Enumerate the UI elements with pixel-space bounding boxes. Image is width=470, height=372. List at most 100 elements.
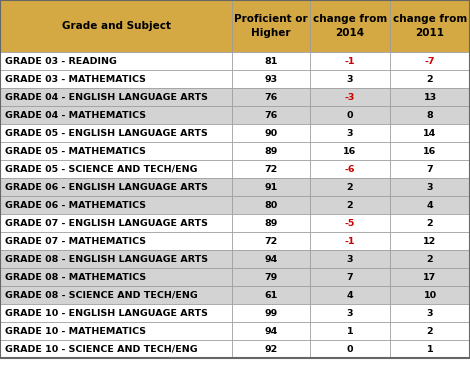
- Bar: [232, 0, 310, 52]
- Bar: [310, 0, 390, 52]
- Bar: [310, 268, 390, 286]
- Bar: [0, 160, 232, 178]
- Bar: [232, 250, 310, 268]
- Text: GRADE 10 - ENGLISH LANGUAGE ARTS: GRADE 10 - ENGLISH LANGUAGE ARTS: [5, 308, 208, 317]
- Bar: [0, 0, 232, 52]
- Text: 3: 3: [347, 254, 353, 263]
- Text: 81: 81: [264, 57, 278, 65]
- Bar: [0, 214, 232, 232]
- Bar: [310, 106, 390, 124]
- Text: GRADE 03 - READING: GRADE 03 - READING: [5, 57, 117, 65]
- Bar: [390, 250, 470, 268]
- Bar: [0, 88, 232, 106]
- Bar: [310, 214, 390, 232]
- Bar: [0, 124, 232, 142]
- Text: 2: 2: [427, 327, 433, 336]
- Bar: [0, 142, 232, 160]
- Bar: [232, 52, 310, 70]
- Bar: [232, 286, 310, 304]
- Text: 94: 94: [264, 254, 278, 263]
- Text: -3: -3: [345, 93, 355, 102]
- Bar: [390, 160, 470, 178]
- Text: GRADE 06 - MATHEMATICS: GRADE 06 - MATHEMATICS: [5, 201, 146, 209]
- Bar: [390, 268, 470, 286]
- Bar: [232, 88, 310, 106]
- Text: GRADE 05 - SCIENCE AND TECH/ENG: GRADE 05 - SCIENCE AND TECH/ENG: [5, 164, 197, 173]
- Text: 3: 3: [427, 183, 433, 192]
- Bar: [232, 232, 310, 250]
- Text: 12: 12: [423, 237, 437, 246]
- Bar: [0, 178, 232, 196]
- Text: 89: 89: [264, 147, 278, 155]
- Text: GRADE 03 - MATHEMATICS: GRADE 03 - MATHEMATICS: [5, 74, 146, 83]
- Text: GRADE 08 - SCIENCE AND TECH/ENG: GRADE 08 - SCIENCE AND TECH/ENG: [5, 291, 198, 299]
- Text: 72: 72: [264, 164, 278, 173]
- Text: -1: -1: [345, 237, 355, 246]
- Text: 2: 2: [347, 183, 353, 192]
- Bar: [390, 214, 470, 232]
- Bar: [390, 70, 470, 88]
- Bar: [0, 322, 232, 340]
- Bar: [310, 160, 390, 178]
- Bar: [0, 304, 232, 322]
- Text: 99: 99: [264, 308, 278, 317]
- Text: 0: 0: [347, 110, 353, 119]
- Bar: [0, 286, 232, 304]
- Bar: [0, 196, 232, 214]
- Bar: [390, 232, 470, 250]
- Bar: [390, 322, 470, 340]
- Bar: [390, 52, 470, 70]
- Text: 80: 80: [264, 201, 278, 209]
- Bar: [232, 340, 310, 358]
- Bar: [232, 214, 310, 232]
- Text: 2: 2: [427, 74, 433, 83]
- Bar: [390, 304, 470, 322]
- Bar: [310, 232, 390, 250]
- Text: -7: -7: [425, 57, 435, 65]
- Bar: [0, 340, 232, 358]
- Bar: [390, 106, 470, 124]
- Text: 3: 3: [347, 308, 353, 317]
- Text: GRADE 07 - ENGLISH LANGUAGE ARTS: GRADE 07 - ENGLISH LANGUAGE ARTS: [5, 218, 208, 228]
- Text: 1: 1: [427, 344, 433, 353]
- Text: 3: 3: [427, 308, 433, 317]
- Text: 17: 17: [423, 273, 437, 282]
- Text: GRADE 06 - ENGLISH LANGUAGE ARTS: GRADE 06 - ENGLISH LANGUAGE ARTS: [5, 183, 208, 192]
- Text: 7: 7: [347, 273, 353, 282]
- Text: 72: 72: [264, 237, 278, 246]
- Text: Proficient or
Higher: Proficient or Higher: [234, 15, 308, 38]
- Bar: [232, 178, 310, 196]
- Bar: [232, 106, 310, 124]
- Text: GRADE 07 - MATHEMATICS: GRADE 07 - MATHEMATICS: [5, 237, 146, 246]
- Text: 4: 4: [347, 291, 353, 299]
- Text: 10: 10: [423, 291, 437, 299]
- Bar: [232, 124, 310, 142]
- Text: 2: 2: [427, 254, 433, 263]
- Bar: [310, 142, 390, 160]
- Bar: [310, 52, 390, 70]
- Text: 76: 76: [264, 93, 278, 102]
- Bar: [232, 142, 310, 160]
- Text: 2: 2: [427, 218, 433, 228]
- Text: 89: 89: [264, 218, 278, 228]
- Bar: [0, 232, 232, 250]
- Text: 94: 94: [264, 327, 278, 336]
- Bar: [0, 52, 232, 70]
- Bar: [390, 286, 470, 304]
- Text: 61: 61: [264, 291, 278, 299]
- Bar: [310, 250, 390, 268]
- Text: GRADE 05 - MATHEMATICS: GRADE 05 - MATHEMATICS: [5, 147, 146, 155]
- Text: -6: -6: [345, 164, 355, 173]
- Text: -5: -5: [345, 218, 355, 228]
- Text: GRADE 05 - ENGLISH LANGUAGE ARTS: GRADE 05 - ENGLISH LANGUAGE ARTS: [5, 128, 208, 138]
- Text: 14: 14: [423, 128, 437, 138]
- Bar: [390, 142, 470, 160]
- Bar: [232, 268, 310, 286]
- Bar: [0, 250, 232, 268]
- Text: 0: 0: [347, 344, 353, 353]
- Bar: [310, 286, 390, 304]
- Bar: [310, 340, 390, 358]
- Bar: [390, 340, 470, 358]
- Bar: [232, 322, 310, 340]
- Text: 3: 3: [347, 128, 353, 138]
